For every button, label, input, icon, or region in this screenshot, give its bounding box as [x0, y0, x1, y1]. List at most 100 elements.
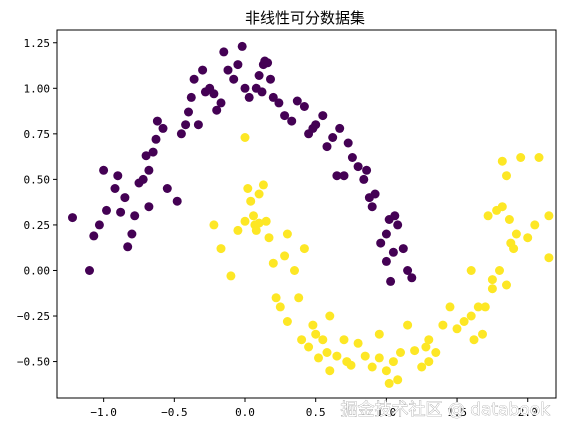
- point-class-1-81: [282, 229, 292, 239]
- point-class-0-74: [390, 211, 400, 221]
- point-class-0-70: [381, 229, 391, 239]
- point-class-0-5: [110, 184, 120, 193]
- point-class-0-34: [219, 47, 229, 57]
- point-class-1-72: [523, 233, 533, 243]
- point-class-0-63: [353, 162, 363, 172]
- point-class-0-26: [189, 74, 199, 84]
- point-class-0-9: [123, 242, 133, 252]
- point-class-0-23: [181, 120, 191, 130]
- point-class-0-64: [359, 174, 369, 184]
- point-class-0-56: [318, 111, 328, 121]
- point-class-1-75: [544, 211, 554, 221]
- point-class-1-30: [322, 348, 332, 357]
- point-class-1-33: [339, 335, 349, 345]
- point-class-0-3: [94, 220, 104, 230]
- point-class-0-60: [339, 171, 349, 181]
- x-tick-label: 2.0: [518, 406, 538, 419]
- point-class-1-66: [502, 171, 511, 181]
- point-class-1-19: [280, 251, 290, 261]
- point-class-0-51: [287, 116, 297, 126]
- point-class-1-35: [346, 360, 356, 370]
- y-tick-label: −0.25: [17, 310, 50, 323]
- y-tick-label: 1.00: [24, 82, 51, 95]
- point-class-0-73: [386, 276, 396, 286]
- point-class-0-78: [407, 273, 417, 283]
- point-class-1-40: [381, 366, 391, 376]
- point-class-0-49: [274, 98, 284, 108]
- watermark: 掘金技术社区 @ databook: [340, 400, 550, 420]
- point-class-1-71: [516, 153, 526, 162]
- point-class-1-78: [466, 266, 476, 275]
- y-tick-label: 0.25: [24, 219, 51, 232]
- point-class-1-70: [511, 229, 521, 239]
- point-class-1-8: [249, 211, 258, 221]
- x-tick-label: 0.0: [235, 406, 255, 419]
- point-class-1-6: [243, 184, 253, 193]
- y-tick-label: 0.50: [24, 173, 51, 186]
- point-class-0-81: [304, 129, 314, 139]
- point-class-1-53: [452, 324, 462, 334]
- point-class-0-31: [209, 89, 219, 99]
- point-class-1-20: [282, 317, 292, 326]
- point-class-1-80: [325, 311, 335, 321]
- points-layer: [68, 41, 554, 388]
- point-class-1-64: [497, 202, 507, 212]
- point-class-0-33: [216, 98, 226, 108]
- y-tick-label: 0.00: [24, 264, 51, 277]
- point-class-1-24: [299, 244, 309, 254]
- point-class-0-82: [144, 202, 154, 212]
- point-class-0-15: [144, 165, 154, 175]
- point-class-1-58: [478, 329, 487, 339]
- point-class-0-11: [130, 211, 140, 221]
- y-tick-label: −0.50: [17, 356, 50, 369]
- point-class-0-42: [254, 71, 264, 80]
- point-class-0-22: [176, 129, 186, 139]
- point-class-0-24: [184, 107, 193, 117]
- point-class-1-7: [246, 196, 256, 206]
- point-class-0-8: [120, 193, 130, 203]
- point-class-0-27: [193, 120, 203, 130]
- point-class-1-32: [332, 351, 342, 361]
- point-class-1-77: [497, 156, 507, 166]
- point-class-1-36: [353, 338, 363, 348]
- point-class-1-59: [480, 302, 490, 312]
- point-class-0-75: [393, 220, 403, 230]
- point-class-0-38: [237, 41, 247, 51]
- point-class-0-21: [172, 196, 182, 206]
- point-class-1-63: [495, 266, 504, 275]
- point-class-1-0: [209, 220, 219, 230]
- point-class-1-51: [438, 320, 448, 330]
- point-class-0-25: [186, 92, 196, 102]
- point-class-1-23: [297, 335, 307, 345]
- point-class-0-55: [311, 120, 321, 130]
- point-class-0-28: [198, 65, 208, 75]
- x-tick-label: 1.5: [447, 406, 467, 419]
- point-class-1-13: [258, 180, 268, 190]
- point-class-0-13: [138, 174, 148, 184]
- point-class-0-52: [292, 96, 302, 106]
- point-class-1-16: [268, 258, 278, 268]
- point-class-1-55: [466, 311, 476, 321]
- point-class-0-77: [403, 266, 413, 275]
- point-class-1-52: [445, 302, 455, 312]
- point-class-0-35: [223, 65, 233, 75]
- point-class-0-18: [152, 116, 162, 126]
- point-class-0-57: [322, 142, 332, 152]
- point-class-1-69: [509, 244, 519, 254]
- point-class-1-1: [216, 244, 226, 254]
- point-class-1-76: [544, 253, 554, 263]
- point-class-1-5: [240, 133, 250, 142]
- point-class-1-25: [304, 342, 314, 352]
- x-tick-label: −1.0: [90, 406, 117, 419]
- point-class-0-61: [343, 138, 353, 148]
- point-class-0-62: [347, 153, 357, 162]
- point-class-1-39: [374, 353, 384, 363]
- point-class-1-83: [487, 275, 497, 285]
- point-class-1-56: [469, 335, 479, 345]
- point-class-1-74: [534, 153, 544, 162]
- point-class-0-17: [151, 134, 161, 144]
- point-class-0-72: [388, 247, 398, 257]
- x-tick-label: 0.5: [306, 406, 326, 419]
- point-class-1-79: [374, 329, 384, 339]
